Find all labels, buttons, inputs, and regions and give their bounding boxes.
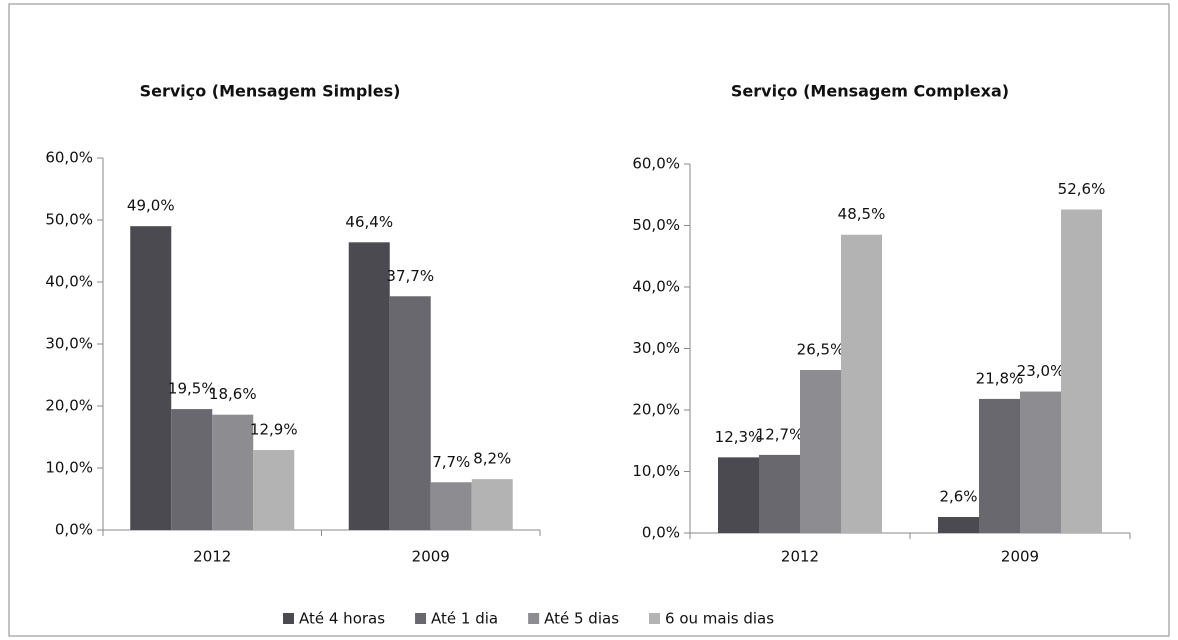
- bar: [1061, 209, 1102, 533]
- value-label: 21,8%: [976, 369, 1024, 387]
- x-tick-label: 2012: [193, 548, 231, 566]
- bar: [171, 409, 213, 530]
- bar: [841, 234, 882, 533]
- value-label: 12,9%: [250, 421, 298, 439]
- y-tick-label: 20,0%: [632, 401, 680, 419]
- y-tick-label: 10,0%: [632, 462, 680, 480]
- bar: [471, 479, 513, 530]
- x-tick-label: 2009: [1001, 548, 1039, 566]
- value-label: 12,3%: [715, 428, 763, 446]
- y-tick-label: 50,0%: [632, 216, 680, 234]
- bar: [800, 370, 841, 533]
- bar: [253, 450, 295, 530]
- y-tick-label: 20,0%: [45, 397, 93, 415]
- value-label: 12,7%: [756, 425, 804, 443]
- y-tick-label: 60,0%: [45, 149, 93, 167]
- bar: [759, 454, 800, 533]
- x-tick-label: 2012: [781, 548, 819, 566]
- value-label: 2,6%: [939, 488, 977, 506]
- bar: [938, 517, 979, 533]
- y-tick-label: 40,0%: [632, 278, 680, 296]
- y-tick-label: 60,0%: [632, 155, 680, 173]
- chart-title: Serviço (Mensagem Simples): [140, 82, 401, 101]
- legend-label: Até 4 horas: [299, 610, 385, 628]
- value-label: 46,4%: [345, 213, 393, 231]
- y-tick-label: 0,0%: [642, 524, 680, 542]
- bar: [389, 296, 431, 530]
- bar: [130, 226, 172, 530]
- legend-swatch: [649, 613, 661, 624]
- value-label: 52,6%: [1058, 180, 1106, 198]
- value-label: 26,5%: [797, 341, 845, 359]
- y-tick-label: 50,0%: [45, 211, 93, 229]
- legend-swatch: [415, 613, 427, 624]
- bar: [430, 482, 472, 530]
- y-tick-label: 0,0%: [55, 521, 93, 539]
- x-tick-label: 2009: [412, 548, 450, 566]
- value-label: 48,5%: [838, 205, 886, 223]
- y-tick-label: 10,0%: [45, 459, 93, 477]
- value-label: 18,6%: [209, 385, 257, 403]
- value-label: 37,7%: [386, 267, 434, 285]
- bar: [212, 414, 254, 530]
- legend-label: Até 5 dias: [544, 610, 619, 628]
- legend-label: Até 1 dia: [431, 610, 498, 628]
- y-tick-label: 30,0%: [45, 335, 93, 353]
- chart-title: Serviço (Mensagem Complexa): [731, 82, 1009, 101]
- value-label: 19,5%: [168, 380, 216, 398]
- value-label: 49,0%: [127, 197, 175, 215]
- legend-label: 6 ou mais dias: [665, 610, 774, 628]
- bar: [1020, 391, 1061, 533]
- legend-swatch: [528, 613, 540, 624]
- value-label: 8,2%: [473, 450, 511, 468]
- value-label: 7,7%: [432, 453, 470, 471]
- bar: [348, 242, 390, 530]
- legend-swatch: [283, 613, 294, 624]
- y-tick-label: 30,0%: [632, 339, 680, 357]
- value-label: 23,0%: [1017, 362, 1065, 380]
- bar: [979, 398, 1020, 533]
- y-tick-label: 40,0%: [45, 273, 93, 291]
- bar: [718, 457, 759, 533]
